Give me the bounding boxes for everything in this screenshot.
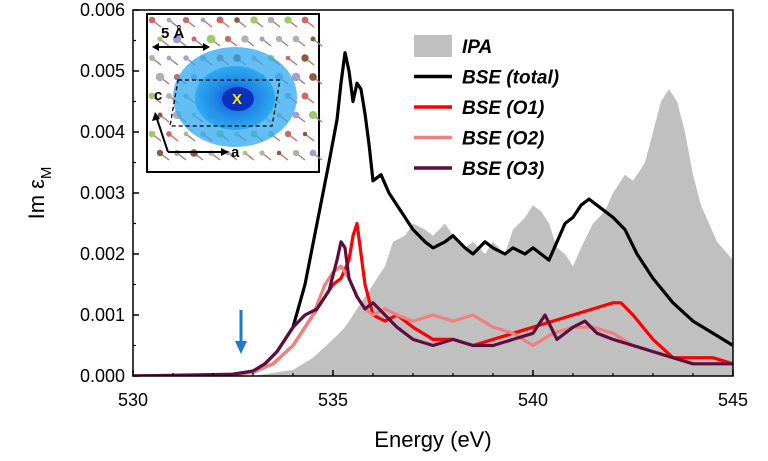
inset-atom: [302, 131, 308, 137]
legend-swatch-ipa: [414, 35, 452, 57]
inset-atom: [166, 17, 172, 23]
inset-atom: [182, 16, 190, 24]
series-bse-o3-line: [133, 240, 733, 376]
x-tick-label-540: 540: [518, 390, 548, 410]
y-tick-label-0.002: 0.002: [80, 244, 125, 264]
inset-axis-a-label: a: [231, 144, 240, 161]
y-tick-label-0.003: 0.003: [80, 183, 125, 203]
inset-atom: [309, 73, 317, 81]
inset-atom: [155, 72, 165, 82]
inset-atom: [148, 130, 156, 138]
inset-atom: [200, 17, 206, 23]
x-tick-label-535: 535: [318, 390, 348, 410]
inset-atom: [166, 131, 172, 137]
svg-text:Im εM: Im εM: [24, 167, 55, 220]
inset-density-center: [222, 87, 254, 111]
inset-atom: [301, 92, 309, 100]
inset-atom: [310, 36, 316, 42]
inset-atom: [309, 149, 317, 157]
inset-atom: [172, 34, 182, 44]
y-axis-title-main: Im ε: [24, 179, 49, 220]
inset-unit-cell: [169, 79, 281, 127]
onset-arrow-head: [235, 341, 247, 354]
legend-label-bse-total: BSE (total): [462, 68, 559, 89]
y-axis-title-sub: M: [38, 167, 55, 180]
inset-structure: X 5 Å a c: [146, 13, 323, 173]
legend-label-ipa: IPA: [462, 37, 492, 58]
inset-atom: [275, 35, 283, 43]
inset-atom: [292, 35, 300, 43]
inset-atom: [259, 150, 265, 156]
inset-scale-label: 5 Å: [161, 25, 185, 42]
legend-label-bse-o1: BSE (O1): [462, 98, 544, 119]
inset-atom: [191, 36, 197, 42]
inset-axis-c-head: [152, 112, 160, 121]
inset-atom: [156, 149, 164, 157]
inset-scale-arrow-left: [152, 43, 159, 51]
y-tick-label-0.001: 0.001: [80, 305, 125, 325]
inset-atom: [183, 131, 189, 137]
legend: IPA BSE (total) BSE (O1) BSE (O2) BSE (O3): [414, 35, 559, 180]
x-axis-title: Energy (eV): [374, 427, 491, 452]
x-tick-label-545: 545: [718, 390, 748, 410]
inset-atom: [267, 16, 275, 24]
inset-axis-c-line: [155, 115, 169, 153]
ticks-layer: 530 535 540 545 0.000 0.001 0.002 0.003 0.004 0.0…: [80, 0, 748, 410]
inset-atom: [206, 34, 216, 44]
onset-arrow: [235, 310, 247, 354]
inset-atom: [183, 55, 189, 61]
inset-atom: [157, 112, 163, 118]
inset-atom: [224, 35, 232, 43]
series-bse-total-line: [133, 51, 733, 376]
inset-atom: [301, 16, 309, 24]
series-layer: [133, 51, 733, 376]
inset-atom: [285, 55, 291, 61]
inset-atom: [241, 35, 249, 43]
inset-atom: [259, 36, 265, 42]
inset-atom: [250, 16, 258, 24]
inset-atom: [148, 92, 156, 100]
inset-site-marker: X: [232, 91, 242, 108]
inset-atom: [291, 72, 301, 82]
y-tick-label-0.000: 0.000: [80, 366, 125, 386]
inset-atom: [308, 110, 318, 120]
y-tick-label-0.004: 0.004: [80, 122, 125, 142]
inset-atom: [292, 111, 300, 119]
inset-atom: [216, 16, 224, 24]
inset-atom: [276, 150, 282, 156]
y-tick-label-0.006: 0.006: [80, 0, 125, 20]
y-tick-label-0.005: 0.005: [80, 61, 125, 81]
legend-label-bse-o2: BSE (O2): [462, 129, 544, 150]
inset-atom: [292, 149, 300, 157]
legend-label-bse-o3: BSE (O3): [462, 159, 544, 180]
inset-axis-c-label: c: [154, 87, 162, 104]
inset-atom: [157, 36, 163, 42]
y-axis-title: Im εM: [24, 167, 55, 220]
inset-atom: [149, 55, 155, 61]
x-tick-label-530: 530: [118, 390, 148, 410]
inset-atom: [234, 17, 240, 23]
inset-atom: [242, 150, 248, 156]
inset-axis-a-head: [221, 148, 229, 156]
inset-atom: [166, 55, 172, 61]
inset-scale-arrow-right: [203, 43, 210, 51]
inset-atom: [301, 54, 309, 62]
inset-atom: [284, 130, 292, 138]
series-ipa-area: [133, 89, 733, 376]
inset-atom: [166, 93, 172, 99]
inset-atom: [148, 16, 156, 24]
inset-atom: [284, 16, 292, 24]
